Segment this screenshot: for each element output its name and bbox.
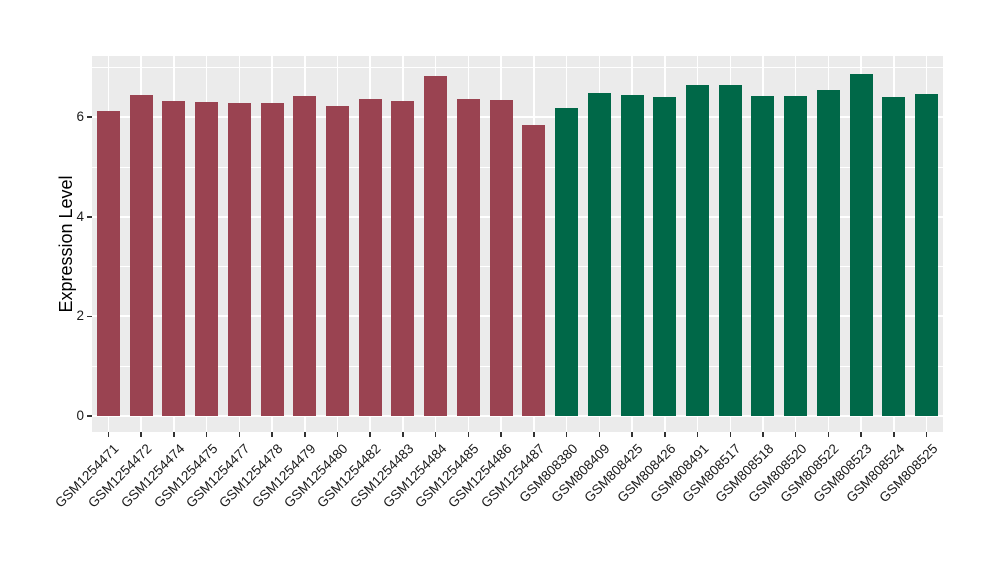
y-tick-mark [87, 216, 92, 218]
x-tick-mark [369, 432, 371, 437]
gridline-major-y4 [92, 215, 943, 218]
x-tick-mark [467, 432, 470, 437]
x-tick-mark [500, 432, 502, 437]
y-tick-label-6: 6 [76, 109, 84, 125]
bar-GSM1254475 [195, 102, 219, 416]
gridline-minor-y5 [92, 166, 943, 168]
x-tick-mark [533, 432, 535, 437]
y-tick-label-2: 2 [76, 308, 84, 324]
bar-GSM808524 [882, 96, 906, 416]
bar-GSM808425 [620, 94, 644, 416]
x-tick-mark [794, 432, 797, 437]
plot-panel [92, 56, 943, 432]
bar-GSM808520 [784, 95, 808, 416]
bar-GSM1254487 [522, 124, 546, 416]
bar-GSM808522 [816, 89, 840, 416]
y-tick-mark [87, 415, 92, 417]
y-tick-label-0: 0 [76, 408, 84, 423]
bar-GSM1254478 [260, 102, 284, 416]
bar-GSM1254479 [293, 95, 317, 416]
x-tick-mark [565, 432, 568, 437]
x-tick-mark [762, 432, 764, 437]
gridline-major-y6 [92, 116, 943, 119]
bar-GSM1254477 [227, 103, 251, 416]
bar-GSM1254474 [162, 100, 186, 416]
bar-GSM808525 [915, 93, 939, 416]
x-tick-mark [140, 432, 142, 437]
bar-GSM808491 [686, 85, 710, 416]
x-tick-mark [238, 432, 241, 437]
gridline-minor-y1 [92, 365, 943, 367]
gridline-major-y0 [92, 415, 943, 417]
x-tick-mark [696, 432, 699, 437]
x-tick-mark [402, 432, 404, 437]
bar-GSM1254486 [489, 99, 513, 416]
y-tick-mark [87, 116, 92, 118]
bar-GSM808426 [653, 96, 677, 416]
gridline-minor-y3 [92, 266, 943, 268]
gridline-minor-y7 [92, 66, 943, 68]
x-tick-mark [664, 432, 666, 437]
x-tick-mark [434, 432, 437, 437]
bar-GSM808409 [587, 93, 611, 416]
gridline-major-y2 [92, 315, 943, 318]
bar-GSM808523 [849, 73, 873, 416]
x-tick-mark [304, 432, 306, 437]
x-tick-mark [893, 432, 895, 437]
bar-GSM1254471 [96, 110, 120, 416]
bar-GSM808517 [718, 84, 742, 416]
x-tick-mark [827, 432, 830, 437]
x-tick-mark [925, 432, 928, 437]
x-tick-mark [860, 432, 862, 437]
bar-GSM1254484 [424, 76, 448, 416]
bar-GSM1254485 [456, 98, 480, 416]
x-tick-mark [173, 432, 175, 437]
bar-GSM808518 [751, 95, 775, 416]
x-tick-mark [631, 432, 633, 437]
bar-GSM808380 [555, 107, 579, 416]
y-tick-label-4: 4 [76, 208, 84, 224]
bar-GSM1254472 [129, 95, 153, 416]
x-tick-mark [729, 432, 731, 437]
x-tick-mark [598, 432, 601, 437]
bar-GSM1254482 [358, 98, 382, 416]
y-tick-mark [87, 315, 92, 318]
y-axis-title: Expression Level [56, 175, 76, 313]
x-tick-mark [271, 432, 273, 437]
bar-GSM1254480 [325, 105, 349, 416]
x-tick-mark [107, 432, 110, 437]
bar-GSM1254483 [391, 101, 415, 416]
x-tick-mark [336, 432, 339, 437]
x-tick-mark [205, 432, 208, 437]
